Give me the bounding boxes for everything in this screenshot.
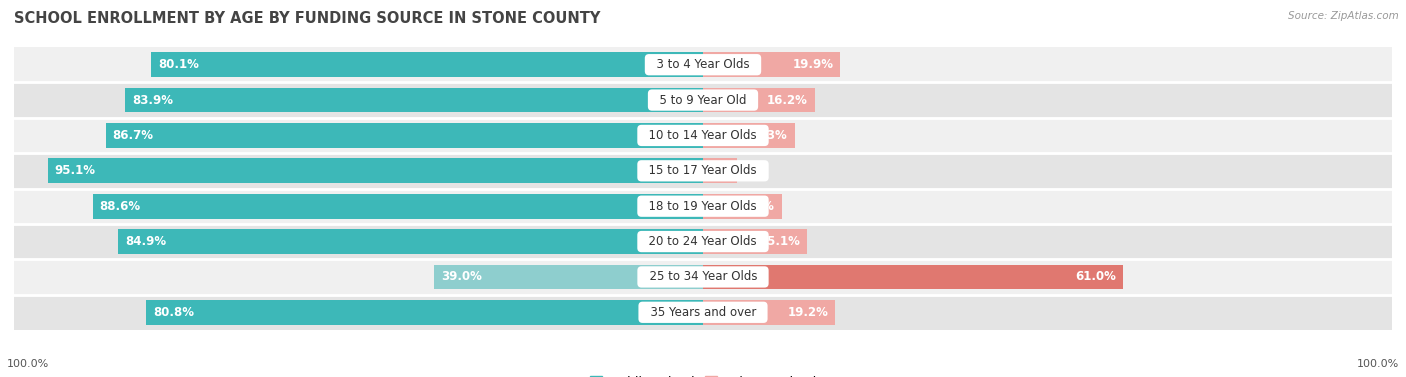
Legend: Public School, Private School: Public School, Private School (589, 375, 817, 377)
Text: 20 to 24 Year Olds: 20 to 24 Year Olds (641, 235, 765, 248)
Text: 11.4%: 11.4% (734, 200, 775, 213)
Text: 13.3%: 13.3% (747, 129, 787, 142)
Bar (93, 194, 703, 219)
Text: 3 to 4 Year Olds: 3 to 4 Year Olds (650, 58, 756, 71)
Text: SCHOOL ENROLLMENT BY AGE BY FUNDING SOURCE IN STONE COUNTY: SCHOOL ENROLLMENT BY AGE BY FUNDING SOUR… (14, 11, 600, 26)
Text: 25 to 34 Year Olds: 25 to 34 Year Olds (641, 270, 765, 284)
Text: 61.0%: 61.0% (1076, 270, 1116, 284)
Text: 39.0%: 39.0% (441, 270, 482, 284)
Text: 15 to 17 Year Olds: 15 to 17 Year Olds (641, 164, 765, 177)
Text: 80.8%: 80.8% (153, 306, 194, 319)
Bar (703, 265, 1123, 289)
Bar (14, 47, 1392, 83)
Bar (703, 229, 807, 254)
Text: 86.7%: 86.7% (112, 129, 153, 142)
Bar (14, 153, 1392, 188)
Text: 16.2%: 16.2% (766, 93, 807, 107)
Bar (105, 123, 703, 148)
Bar (14, 224, 1392, 259)
Bar (125, 88, 703, 112)
Text: 84.9%: 84.9% (125, 235, 166, 248)
Text: 4.9%: 4.9% (697, 164, 730, 177)
Bar (146, 300, 703, 325)
Bar (703, 194, 782, 219)
Bar (703, 88, 814, 112)
Text: 15.1%: 15.1% (759, 235, 800, 248)
Text: 35 Years and over: 35 Years and over (643, 306, 763, 319)
Bar (14, 259, 1392, 294)
Text: 83.9%: 83.9% (132, 93, 173, 107)
Bar (118, 229, 703, 254)
Bar (48, 158, 703, 183)
Text: 5 to 9 Year Old: 5 to 9 Year Old (652, 93, 754, 107)
Text: 88.6%: 88.6% (100, 200, 141, 213)
Text: 95.1%: 95.1% (55, 164, 96, 177)
Bar (14, 294, 1392, 330)
Bar (14, 118, 1392, 153)
Bar (14, 188, 1392, 224)
Bar (434, 265, 703, 289)
Text: 100.0%: 100.0% (1357, 359, 1399, 369)
Text: Source: ZipAtlas.com: Source: ZipAtlas.com (1288, 11, 1399, 21)
Bar (703, 52, 841, 77)
Text: 19.2%: 19.2% (787, 306, 828, 319)
Bar (703, 300, 835, 325)
Text: 19.9%: 19.9% (792, 58, 834, 71)
Bar (703, 158, 737, 183)
Bar (703, 123, 794, 148)
Text: 80.1%: 80.1% (157, 58, 198, 71)
Text: 10 to 14 Year Olds: 10 to 14 Year Olds (641, 129, 765, 142)
Bar (152, 52, 703, 77)
Text: 100.0%: 100.0% (7, 359, 49, 369)
Bar (14, 83, 1392, 118)
Text: 18 to 19 Year Olds: 18 to 19 Year Olds (641, 200, 765, 213)
